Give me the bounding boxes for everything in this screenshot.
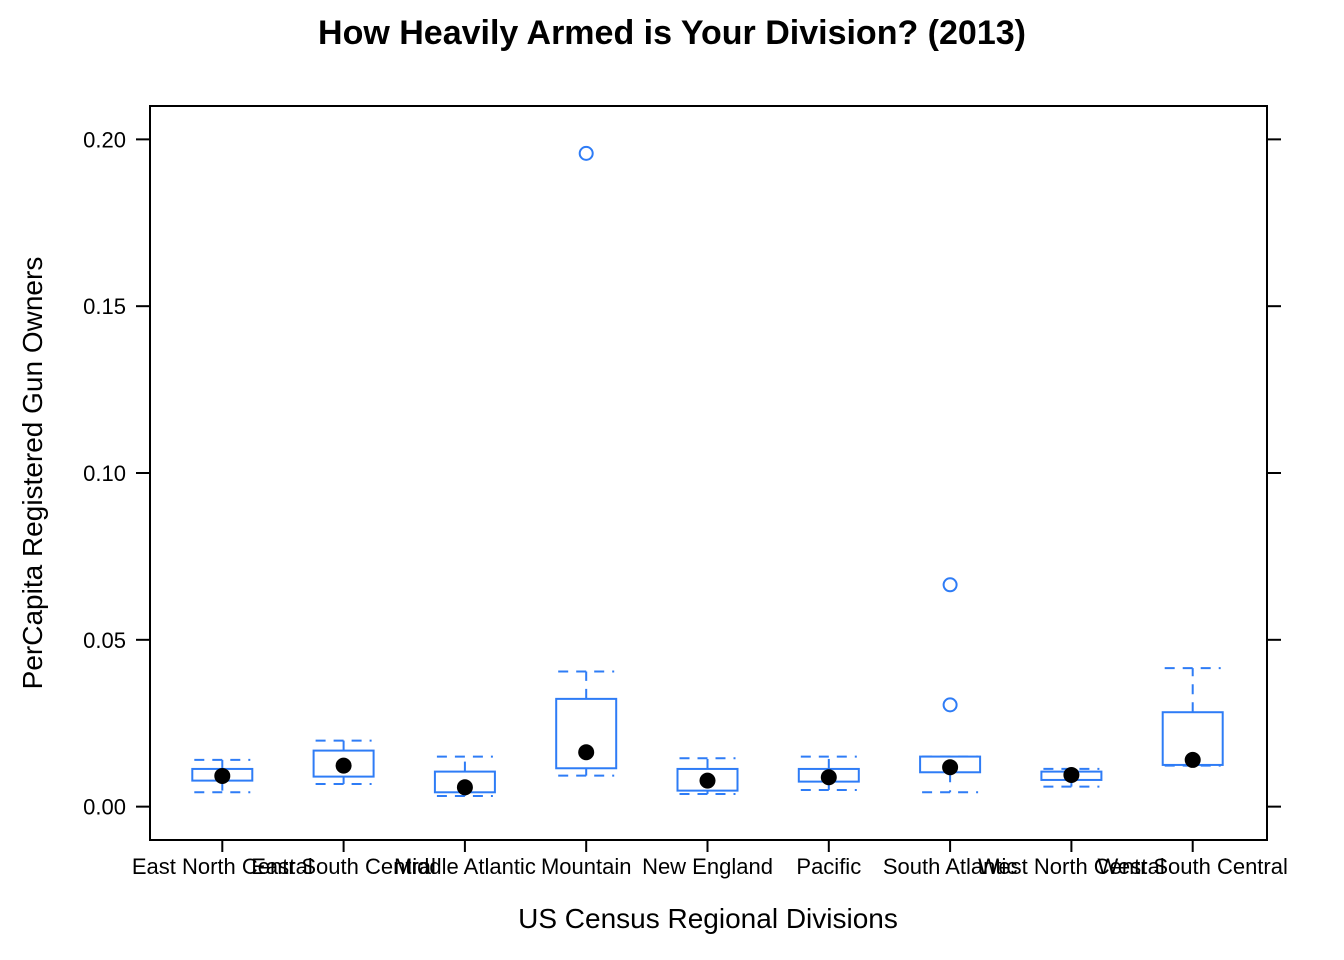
x-tick-label: Mountain — [541, 854, 632, 879]
x-tick-label: South Atlantic — [883, 854, 1018, 879]
box-4 — [676, 757, 739, 795]
median-point — [214, 767, 231, 784]
y-tick-label: 0.15 — [83, 294, 126, 319]
median-point — [942, 759, 959, 776]
median-point — [1184, 751, 1201, 768]
box-3 — [555, 145, 618, 777]
box-5 — [797, 755, 860, 791]
x-tick-label: Pacific — [796, 854, 861, 879]
box-0 — [191, 758, 254, 794]
median-point — [1063, 766, 1080, 783]
box-series — [191, 145, 1224, 797]
median-point — [820, 769, 837, 786]
median-point — [699, 772, 716, 789]
y-tick-label: 0.05 — [83, 628, 126, 653]
median-point — [335, 757, 352, 774]
outlier-point — [942, 577, 958, 593]
x-tick-label: West South Central — [1098, 854, 1288, 879]
x-tick-label: West North Central — [978, 854, 1165, 879]
y-axis: 0.00 0.05 0.10 0.15 0.20 — [83, 127, 1281, 820]
x-axis-label: US Census Regional Divisions — [518, 903, 898, 934]
x-tick-label: Middle Atlantic — [394, 854, 536, 879]
x-tick-label: New England — [642, 854, 773, 879]
outlier-point — [578, 145, 594, 161]
y-tick-label: 0.20 — [83, 127, 126, 152]
x-tick-label: East South Central — [251, 854, 436, 879]
chart-title: How Heavily Armed is Your Division? (201… — [318, 14, 1026, 52]
median-point — [578, 744, 595, 761]
box-8 — [1161, 667, 1224, 768]
box-7 — [1040, 766, 1103, 788]
y-tick-label: 0.00 — [83, 795, 126, 820]
y-tick-label: 0.10 — [83, 461, 126, 486]
y-axis-label: PerCapita Registered Gun Owners — [17, 257, 48, 690]
box-2 — [433, 755, 496, 797]
median-point — [456, 779, 473, 796]
box-6 — [919, 577, 982, 794]
outlier-point — [942, 697, 958, 713]
box-1 — [312, 739, 375, 785]
plot-frame — [149, 105, 1268, 841]
x-tick-label: East North Central — [132, 854, 313, 879]
